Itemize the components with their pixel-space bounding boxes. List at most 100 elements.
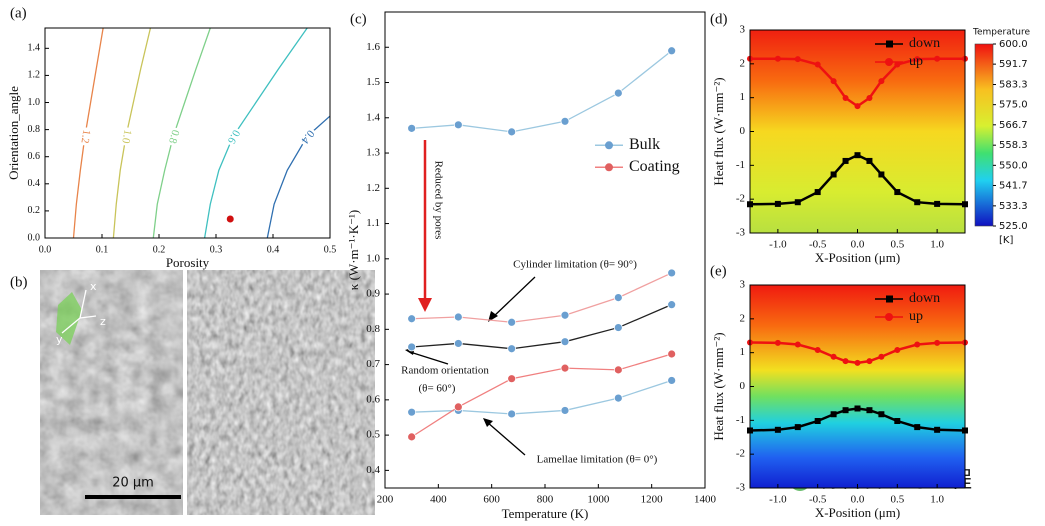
y-tick-label: -1 (736, 159, 745, 171)
x-tick-label: -1.0 (769, 239, 787, 251)
y-tick-label: 1 (740, 346, 746, 358)
y-axis-label: Orientation_angle (6, 86, 21, 180)
y-tick-label: 0.8 (366, 323, 380, 335)
marker (507, 409, 517, 419)
legend-label: down (909, 291, 940, 306)
y-tick-label: 0.2 (28, 205, 41, 216)
y-tick-label: 0.6 (366, 393, 380, 405)
y-tick-label: 1.0 (366, 252, 380, 264)
marker (878, 353, 885, 360)
marker (842, 95, 849, 102)
y-tick-label: 0.4 (366, 464, 380, 476)
axes-icon (61, 289, 97, 334)
legend-label: Coating (629, 158, 680, 175)
y-tick-label: 0.4 (28, 178, 41, 189)
x-tick-label: 0.0 (851, 494, 865, 506)
x-tick-label: 1400 (694, 494, 717, 506)
annotation: Cylinder limitation (θ= 90°) (513, 259, 637, 271)
colorbar-tick-label: 525.0 (999, 221, 1028, 232)
x-tick-label: 1.0 (930, 239, 944, 251)
marker (453, 402, 463, 412)
marker (794, 341, 801, 348)
x-tick-label: 0.0 (39, 244, 52, 255)
colorbar-tick-label: 575.0 (999, 100, 1028, 111)
x-tick-label: 1000 (587, 494, 610, 506)
marker (407, 123, 417, 133)
panel-label: (d) (710, 11, 728, 27)
contour-label: 0.8 (166, 128, 182, 145)
marker (507, 317, 517, 327)
marker (866, 407, 873, 414)
marker (613, 393, 623, 403)
marker (667, 349, 677, 359)
y-axis-label: Heat flux (W·mm⁻²) (711, 332, 726, 440)
y-tick-label: 1.4 (28, 43, 41, 54)
x-tick-label: 0.0 (851, 239, 865, 251)
arrow-head (418, 298, 432, 312)
x-tick-label: 0.5 (324, 244, 337, 255)
x-tick-label: 1200 (641, 494, 664, 506)
panel-label: (a) (10, 5, 27, 21)
x-axis-label: Temperature (K) (502, 506, 589, 521)
y-tick-label: 1.2 (28, 70, 41, 81)
marker (914, 56, 921, 63)
legend-marker (605, 141, 613, 150)
x-tick-label: 400 (430, 494, 447, 506)
y-tick-label: 0.5 (366, 429, 380, 441)
y-tick-label: 1.2 (366, 182, 380, 194)
y-tick-label: -1 (736, 414, 745, 426)
marker (894, 61, 901, 68)
y-tick-label: 0 (740, 380, 746, 392)
marker (878, 78, 885, 85)
contour-label-bg (164, 126, 182, 147)
legend-label: down (909, 36, 940, 51)
y-tick-label: 2 (740, 57, 746, 69)
y-tick-label: 3 (740, 24, 746, 36)
x-axis-label: Porosity (166, 255, 210, 270)
marker (560, 406, 570, 415)
y-tick-label: 1.0 (28, 97, 41, 108)
plot-frame (749, 29, 966, 234)
marker (914, 199, 921, 206)
series-line (411, 50, 673, 133)
y-tick-label: 0.7 (366, 358, 380, 370)
marker (894, 418, 901, 425)
panel-label: (b) (10, 274, 28, 290)
marker (934, 200, 941, 207)
contour-label: 1.0 (119, 129, 133, 145)
marker (407, 407, 417, 417)
marker (407, 342, 417, 352)
marker (774, 55, 781, 62)
marker (453, 120, 463, 130)
marker (866, 358, 873, 365)
annotation: Reduced by pores (432, 161, 444, 240)
x-tick-label: 0.2 (153, 244, 166, 255)
marker (560, 310, 570, 320)
marker (934, 55, 941, 62)
marker (613, 88, 623, 98)
marker (854, 405, 861, 412)
marker (507, 344, 517, 354)
contour-label: 0.6 (225, 128, 242, 146)
x-tick-label: 800 (537, 494, 554, 506)
marker (794, 56, 801, 63)
series-line (411, 304, 672, 350)
contour-label: 1.2 (78, 129, 92, 144)
colorbar-tick-label: 583.3 (999, 80, 1028, 91)
series-line (411, 379, 672, 415)
marker (613, 365, 623, 375)
panel-label: (c) (350, 11, 367, 27)
contour-label-bg (223, 125, 243, 148)
marker (560, 363, 570, 373)
marker (794, 424, 801, 431)
legend-marker (886, 40, 893, 48)
y-axis-label: κ (W·m⁻¹·K⁻¹) (346, 210, 361, 290)
plot-frame (384, 11, 706, 489)
scale-label: 20 μm (112, 476, 154, 491)
x-tick-label: 600 (483, 494, 500, 506)
annotation: Random orientation (401, 365, 489, 377)
x-axis-label: X-Position (μm) (815, 250, 900, 265)
marker (507, 127, 517, 137)
y-tick-label: 0.9 (366, 288, 380, 300)
marker (878, 171, 885, 178)
